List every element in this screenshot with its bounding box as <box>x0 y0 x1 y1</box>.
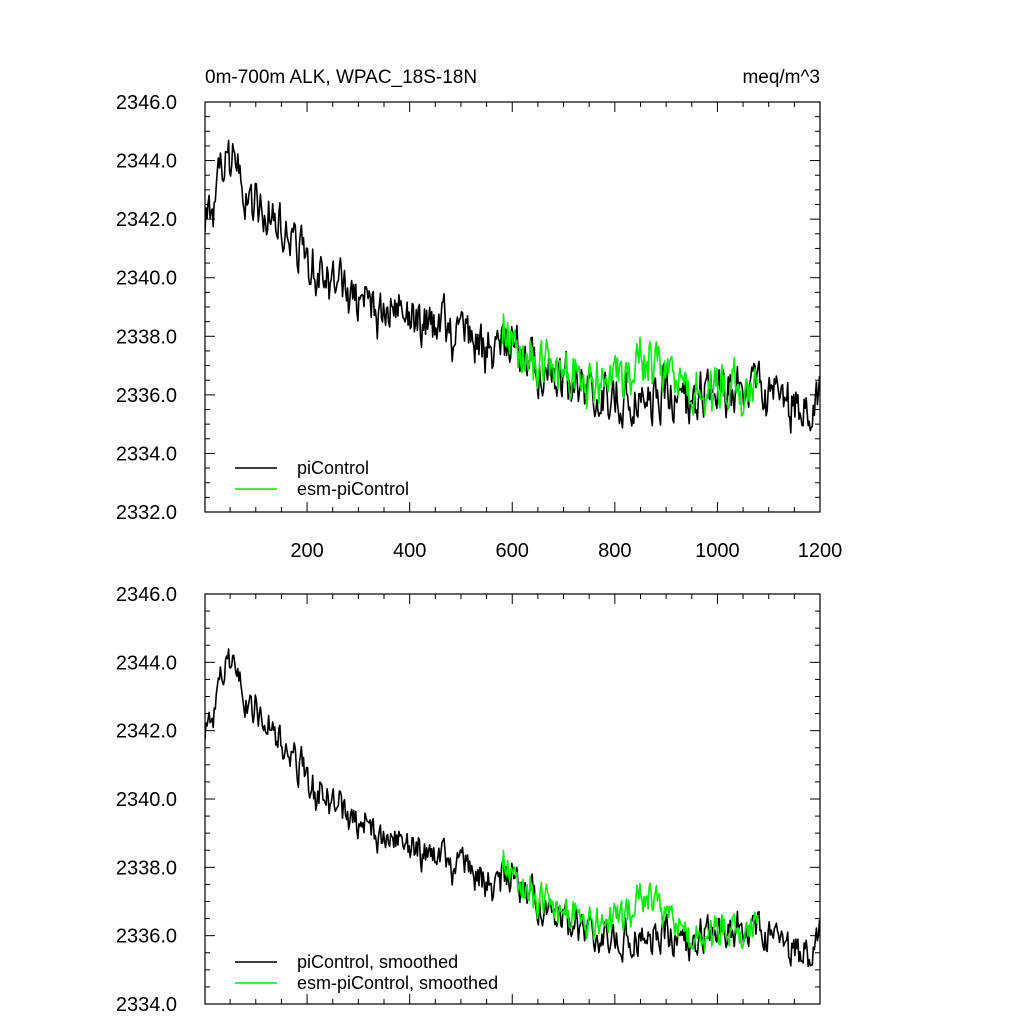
y-tick-label: 2346.0 <box>116 584 177 606</box>
chart-units: meq/m^3 <box>742 67 820 88</box>
y-tick-label: 2334.0 <box>116 443 177 465</box>
y-tick-label: 2346.0 <box>116 92 177 114</box>
x-tick-label: 800 <box>598 540 631 562</box>
y-tick-label: 2336.0 <box>116 385 177 407</box>
series-line-esm-picontrol <box>501 849 759 953</box>
x-tick-label: 600 <box>496 540 529 562</box>
legend-label: piControl <box>297 458 369 478</box>
legend-label: piControl, smoothed <box>297 952 458 972</box>
y-tick-label: 2340.0 <box>116 789 177 811</box>
x-tick-label: 200 <box>290 540 323 562</box>
bottom-panel-smoothed: 2334.0 2336.0 2338.0 2340.0 2342.0 2344.0 2346… <box>116 584 821 1016</box>
series-line-picontrol <box>205 648 820 968</box>
legend-label: esm-piControl, smoothed <box>297 973 498 993</box>
plot-frame <box>204 101 821 513</box>
y-tick-label: 2344.0 <box>116 652 177 674</box>
y-tick-label: 2344.0 <box>116 151 177 173</box>
series-line-esm-picontrol <box>501 313 759 417</box>
y-tick-label: 2332.0 <box>116 502 177 524</box>
y-tick-label: 2340.0 <box>116 268 177 290</box>
top-panel-raw: 200 400 600 800 1000 1200 2332.0 2334.0 2336.0 23… <box>116 92 842 562</box>
chart-title: 0m-700m ALK, WPAC_18S-18N <box>205 67 477 88</box>
y-tick-label: 2342.0 <box>116 209 177 231</box>
x-tick-label: 1200 <box>798 540 843 562</box>
legend-label: esm-piControl <box>297 479 409 499</box>
series-line-picontrol <box>205 139 820 434</box>
x-tick-label: 400 <box>393 540 426 562</box>
y-tick-label: 2342.0 <box>116 721 177 743</box>
y-tick-label: 2334.0 <box>116 994 177 1016</box>
y-tick-label: 2338.0 <box>116 326 177 348</box>
y-tick-label: 2338.0 <box>116 857 177 879</box>
x-tick-label: 1000 <box>695 540 740 562</box>
y-tick-label: 2336.0 <box>116 926 177 948</box>
